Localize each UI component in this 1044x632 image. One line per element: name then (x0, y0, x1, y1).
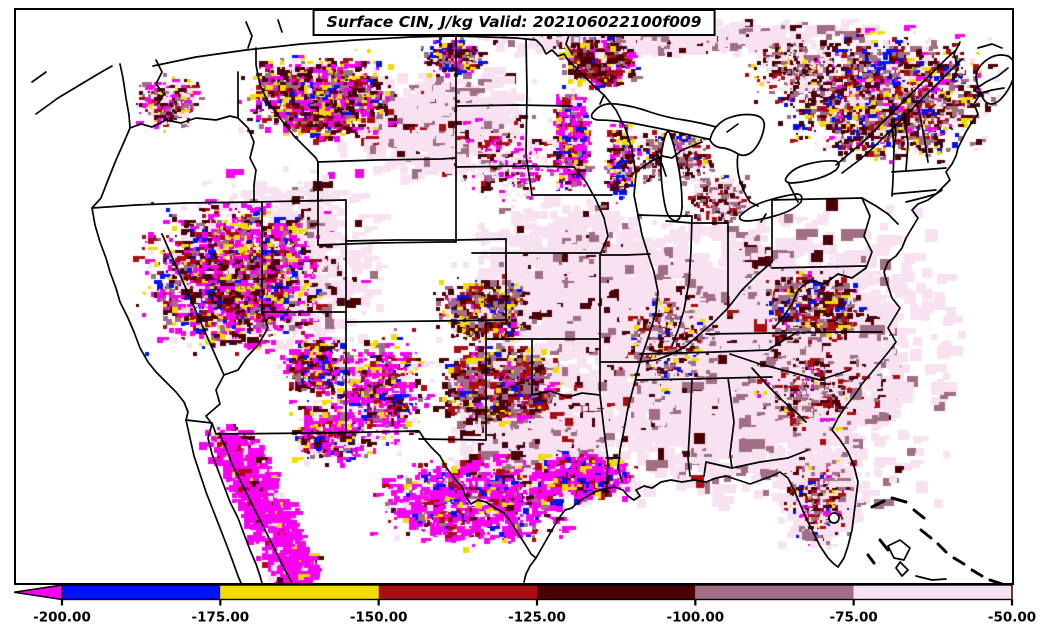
colorbar-segment (853, 585, 1012, 600)
colorbar-segment (537, 585, 696, 600)
cin-field-canvas (16, 10, 1012, 583)
colorbar-tick (60, 599, 64, 606)
colorbar-segment (62, 585, 221, 600)
colorbar-tick (377, 599, 380, 606)
map-plot-frame (14, 8, 1014, 585)
cin-colorbar: -200.00 -175.00 -150.00 -125.00 -100.00 -75.0… (14, 584, 1036, 626)
map-title-text: Surface CIN, J/kg Valid: 202106022100f00… (326, 13, 702, 31)
colorbar-tick-label: -50.00 (988, 610, 1036, 626)
colorbar-tick-label: -200.00 (33, 610, 91, 626)
colorbar-underflow-arrow (14, 584, 63, 601)
colorbar-tick-label: -175.00 (191, 610, 249, 626)
colorbar-tick (219, 599, 222, 606)
colorbar-tick-label: -100.00 (666, 610, 724, 626)
colorbar-tick (694, 599, 697, 606)
colorbar-tick-label: -150.00 (350, 610, 408, 626)
colorbar-tick (1010, 599, 1014, 606)
colorbar-segment (378, 585, 537, 600)
colorbar-tick-label: -125.00 (508, 610, 566, 626)
map-title: Surface CIN, J/kg Valid: 202106022100f00… (312, 9, 716, 36)
colorbar-tick (852, 599, 855, 606)
colorbar-tick-label: -75.00 (830, 610, 878, 626)
colorbar-segment (695, 585, 854, 600)
colorbar-segment (220, 585, 379, 600)
colorbar-tick (535, 599, 539, 606)
